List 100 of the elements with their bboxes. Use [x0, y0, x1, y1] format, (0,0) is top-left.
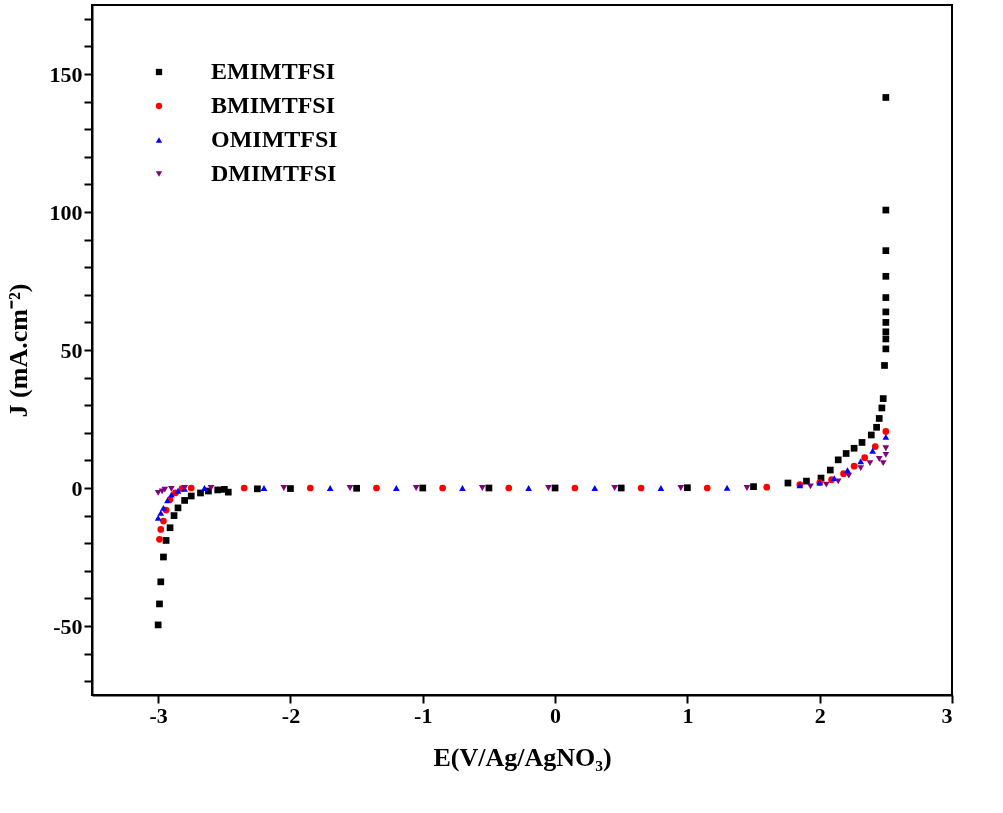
point [882, 328, 890, 336]
point [657, 485, 665, 491]
legend-label: BMIMTFSI [211, 92, 336, 118]
point [882, 319, 890, 326]
point [882, 345, 890, 353]
point [157, 509, 165, 516]
x-axis-title: E(V/Ag/AgNO₃) [433, 742, 612, 772]
point [617, 484, 625, 492]
point [459, 485, 466, 491]
point [882, 434, 890, 440]
point [162, 537, 170, 544]
point [723, 484, 731, 491]
point [254, 485, 261, 493]
point [505, 484, 513, 492]
point [156, 600, 163, 608]
point [478, 485, 486, 491]
point [882, 294, 890, 301]
y-tick-label: -50 [53, 613, 83, 639]
point [750, 483, 757, 490]
point [882, 451, 890, 458]
point [157, 526, 165, 533]
y-axis-title: J (mA.cm⁻²) [3, 283, 33, 418]
point [857, 458, 865, 465]
point [525, 485, 532, 491]
x-tick-label: -2 [281, 702, 301, 728]
point [287, 485, 294, 492]
legend-label: EMIMTFSI [211, 58, 336, 84]
point [743, 485, 751, 491]
point [879, 395, 887, 402]
point [591, 485, 599, 491]
point [419, 484, 427, 492]
point [412, 485, 420, 491]
point [882, 94, 890, 101]
point [882, 335, 890, 343]
point [882, 445, 890, 452]
point [353, 484, 360, 492]
point [850, 444, 858, 452]
point [882, 272, 890, 280]
legend-label: DMIMTFSI [211, 160, 337, 186]
legend-label: OMIMTFSI [211, 126, 338, 152]
point [168, 491, 175, 498]
point [637, 484, 645, 492]
point [154, 490, 162, 496]
point [187, 484, 195, 492]
point [842, 450, 850, 457]
point [346, 485, 354, 491]
point [207, 485, 215, 491]
point [873, 423, 880, 431]
point [844, 467, 851, 473]
point [882, 206, 890, 214]
point [181, 497, 188, 504]
point [306, 484, 314, 492]
x-tick-label: 3 [941, 702, 953, 728]
point [154, 514, 162, 521]
point [826, 466, 834, 474]
x-tick-label: -3 [149, 702, 168, 728]
point [834, 456, 842, 464]
y-tick-label: 50 [60, 337, 83, 363]
y-tick-label: 0 [71, 475, 83, 501]
x-tick-label: 0 [550, 702, 562, 728]
point [201, 485, 208, 491]
x-tick-label: -1 [414, 702, 433, 728]
point [763, 483, 771, 491]
point [187, 492, 195, 500]
point [869, 447, 876, 454]
point [861, 454, 869, 461]
point [392, 485, 400, 491]
x-tick-label: 1 [682, 702, 694, 728]
point [857, 465, 865, 472]
point [373, 484, 380, 492]
point [703, 484, 711, 492]
point [260, 485, 268, 491]
point [845, 472, 853, 479]
point [871, 443, 879, 450]
point [677, 485, 685, 491]
point [160, 517, 167, 525]
point [882, 247, 890, 254]
point [867, 431, 875, 439]
point [166, 524, 174, 532]
point [866, 460, 874, 467]
point [154, 621, 162, 629]
point [882, 428, 890, 435]
point [439, 484, 446, 492]
point [280, 485, 288, 491]
x-tick-label: 2 [814, 702, 826, 728]
point [882, 308, 890, 316]
point [157, 578, 165, 586]
point [850, 462, 858, 470]
point [160, 553, 167, 561]
point [879, 460, 887, 467]
point [881, 362, 888, 369]
y-tick-label: 100 [49, 199, 83, 225]
point [168, 485, 175, 492]
point [240, 484, 248, 492]
point [545, 485, 552, 491]
point [858, 439, 866, 446]
point [170, 512, 178, 519]
point [326, 485, 334, 491]
point [611, 485, 618, 491]
point [834, 478, 842, 485]
